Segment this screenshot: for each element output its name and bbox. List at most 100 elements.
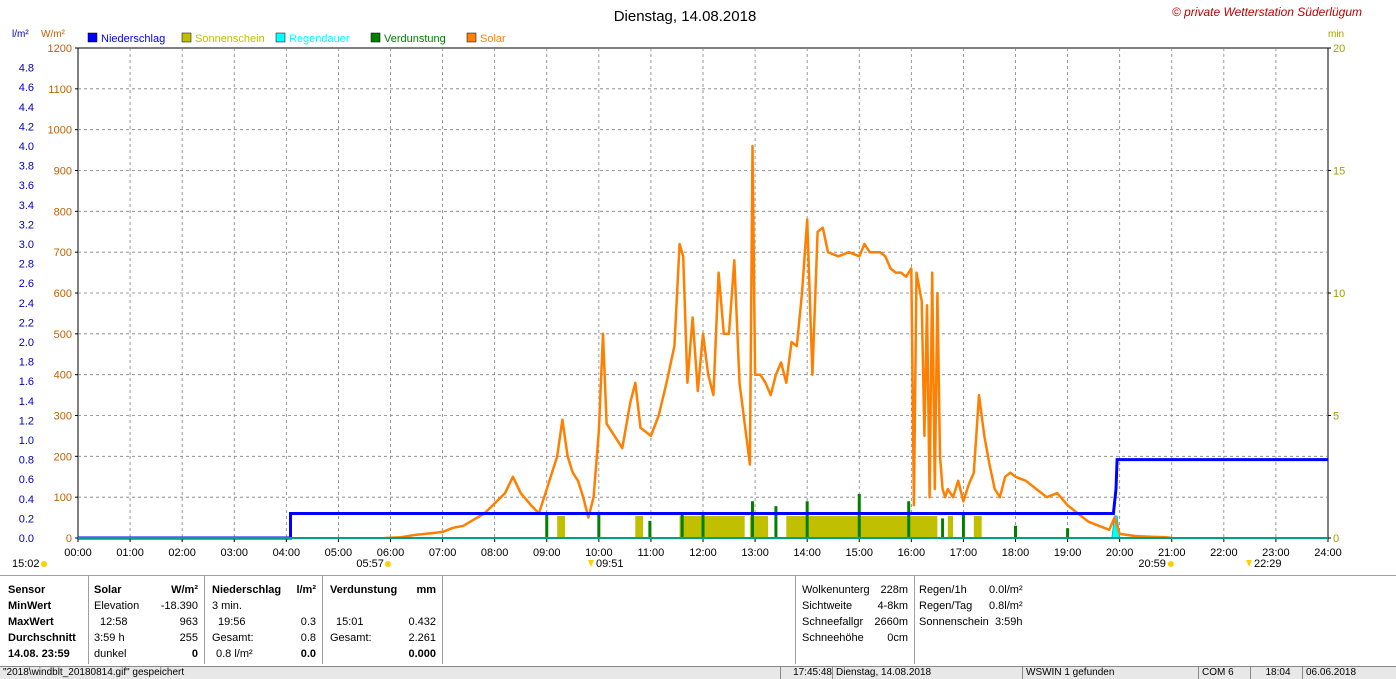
niederschlag-max-time: 19:56 (218, 616, 246, 628)
left2-unit: W/m² (41, 29, 66, 40)
verdunstung-bar-12 (1014, 525, 1017, 538)
verdunstung-column: Verdunstung mm 15:01 0.432 Gesamt: 2.261… (322, 576, 443, 664)
sky-column: Wolkenunterg 228m Sichtweite 4-8km Schne… (795, 576, 915, 664)
verdunstung-bar-0 (545, 513, 549, 538)
grid (77, 47, 1329, 539)
solar-current-label: dunkel (94, 648, 127, 660)
niederschlag-max-value: 0.3 (300, 616, 316, 628)
left2-tick-12: 0 (66, 533, 72, 545)
x-tick-0: 00:00 (64, 547, 92, 559)
right-unit: min (1328, 29, 1344, 40)
x-tick-12: 12:00 (689, 547, 717, 559)
verdunstung-bar-10 (941, 518, 945, 538)
solar-column: Solar W/m² Elevation -18.390 12:58 963 3… (88, 576, 205, 664)
legend-swatch-0 (87, 32, 98, 43)
sky-value-3: 0cm (887, 632, 908, 644)
sky-value-1: 4-8km (877, 600, 908, 612)
right-tick-0: 20 (1333, 43, 1345, 55)
left1-tick-16: 1.6 (19, 376, 34, 388)
solar-avg-label: 3:59 h (94, 632, 125, 644)
rain-label-1: Regen/Tag (919, 600, 973, 612)
niederschlag-header: Niederschlag (212, 584, 282, 596)
verdunstung-bar-7 (805, 501, 809, 538)
x-tick-18: 18:00 (1002, 547, 1030, 559)
x-ticks: 00:00 01:00 02:00 03:00 04:00 05:00 06:00 07:00… (64, 538, 1342, 559)
verdunstung-bar-8 (857, 493, 861, 538)
verdunstung-bar-6 (774, 506, 778, 538)
rain-label-0: Regen/1h (919, 584, 967, 596)
left1-tick-20: 0.8 (19, 455, 34, 467)
x-tick-13: 13:00 (741, 547, 769, 559)
status-date: Dienstag, 14.08.2018 (832, 667, 1024, 679)
legend-swatch-3 (370, 32, 381, 43)
left1-tick-11: 2.6 (19, 278, 34, 290)
verdunstung-bar-9 (907, 501, 911, 538)
left1-tick-22: 0.4 (19, 494, 34, 506)
legend-label-3: Verdunstung (384, 33, 446, 45)
left2-tick-3: 900 (54, 166, 72, 178)
legend-label-1: Sonnenschein (195, 33, 265, 45)
annotations: 15:02 05:57 09:51 20:59 22:29 (12, 558, 1282, 570)
right-ticks: 20 15 10 5 0 (1328, 43, 1345, 545)
solar-min-label: Elevation (94, 600, 140, 612)
verdunstung-header: Verdunstung (330, 584, 398, 596)
left1-tick-12: 2.4 (19, 298, 34, 310)
niederschlag-min-label: 3 min. (212, 600, 242, 612)
left2-tick-7: 500 (54, 329, 72, 341)
verdunstung-bar-13 (1066, 528, 1070, 538)
left1-tick-5: 3.8 (19, 161, 34, 173)
niederschlag-unit: l/m² (296, 584, 316, 596)
summary-panel: Sensor MinWert MaxWert Durchschnitt 14.0… (0, 575, 1396, 666)
x-tick-22: 22:00 (1210, 547, 1238, 559)
verdunstung-current-value: 0.000 (408, 648, 436, 660)
right-tick-3: 5 (1333, 411, 1339, 423)
left2-tick-4: 800 (54, 206, 72, 218)
x-tick-5: 05:00 (325, 547, 353, 559)
x-tick-11: 11:00 (638, 547, 665, 559)
x-tick-3: 03:00 (220, 547, 248, 559)
x-tick-20: 20:00 (1106, 547, 1134, 559)
status-clock: 18:04 (1250, 667, 1305, 679)
verdunstung-total-label: Gesamt: (330, 632, 372, 644)
x-tick-6: 06:00 (377, 547, 405, 559)
x-tick-1: 01:00 (116, 547, 144, 559)
left1-tick-18: 1.2 (19, 415, 34, 427)
sky-value-2: 2660m (874, 616, 908, 628)
x-tick-4: 04:00 (273, 547, 301, 559)
left1-tick-13: 2.2 (19, 317, 34, 329)
rain-label-2: Sonnenschein (919, 616, 989, 628)
sonnenschein-bar-5 (947, 515, 953, 538)
verdunstung-max-value: 0.432 (408, 616, 436, 628)
solar-unit: W/m² (171, 584, 198, 596)
sonnenschein-bar-0 (557, 515, 565, 538)
sensor-header: Sensor (8, 584, 46, 596)
verdunstung-bar-2 (648, 520, 652, 538)
left1-tick-19: 1.0 (19, 435, 34, 447)
sonnenschein-bar-3 (749, 515, 769, 538)
status-com: COM 6 (1198, 667, 1253, 679)
niederschlag-current-label: 0.8 l/m² (216, 648, 253, 660)
sonnenschein-bar-6 (973, 515, 982, 538)
left1-tick-23: 0.2 (19, 513, 34, 525)
rain-column: Regen/1h 0.0l/m² Regen/Tag 0.8l/m² Sonne… (913, 576, 1033, 664)
left2-tick-5: 700 (54, 247, 72, 259)
moonrise-icon (41, 561, 47, 567)
verdunstung-bar-3 (680, 513, 684, 538)
x-tick-21: 21:00 (1158, 547, 1186, 559)
left1-tick-17: 1.4 (19, 396, 34, 408)
solar-header: Solar (94, 584, 122, 596)
legend-label-0: Niederschlag (101, 33, 165, 45)
legend: Niederschlag Sonnenschein Regendauer Verdun… (87, 32, 506, 45)
left1-tick-21: 0.6 (19, 474, 34, 486)
niederschlag-total-label: Gesamt: (212, 632, 254, 644)
left1-tick-6: 3.6 (19, 180, 34, 192)
right-tick-2: 10 (1333, 288, 1345, 300)
left2-tick-11: 100 (54, 492, 72, 504)
legend-swatch-2 (275, 32, 286, 43)
moonrise-label: 15:02 (12, 558, 40, 570)
x-tick-2: 02:00 (168, 547, 196, 559)
sonnenschein-series (557, 515, 982, 538)
sunrise-label: 05:57 (356, 558, 384, 570)
left2-tick-6: 600 (54, 288, 72, 300)
sky-label-2: Schneefallgr (802, 616, 864, 628)
